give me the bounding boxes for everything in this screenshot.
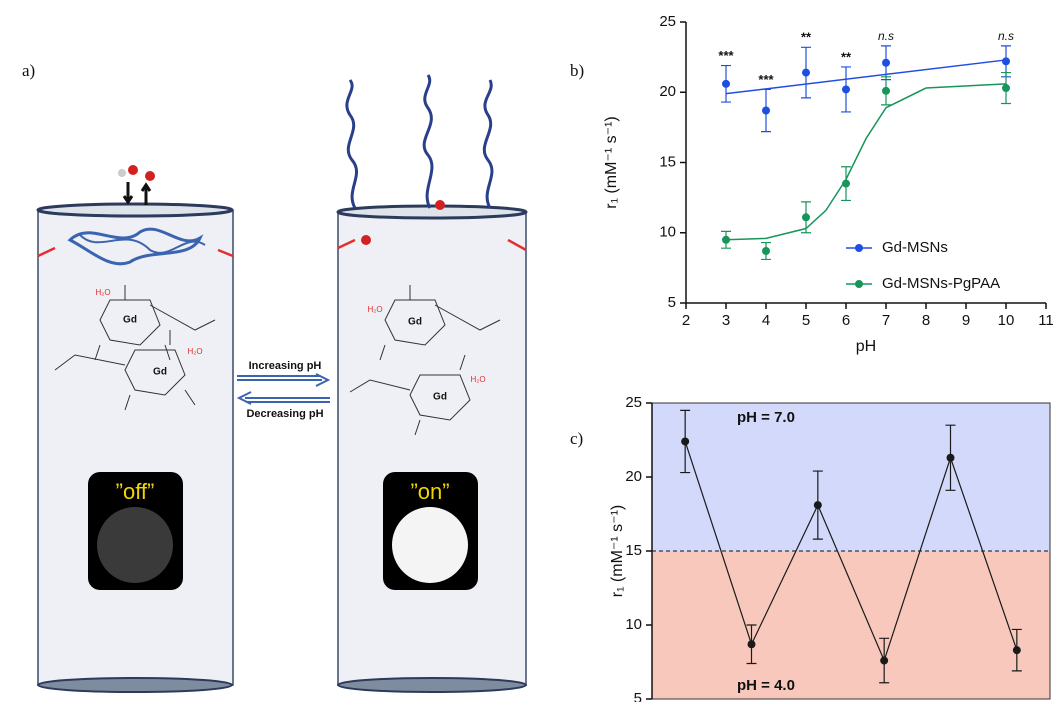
point <box>762 107 770 115</box>
significance-label: ** <box>801 30 812 45</box>
y-tick-label: 10 <box>625 616 642 633</box>
point <box>1002 57 1010 65</box>
legend-swatch <box>855 244 863 252</box>
cylinder-bottom <box>338 678 526 692</box>
x-tick-label: 6 <box>842 312 850 329</box>
x-tick-label: 11 <box>1038 312 1054 329</box>
legend-swatch <box>855 280 863 288</box>
polymer-extended <box>424 75 432 208</box>
y-tick-label: 20 <box>659 83 676 100</box>
point <box>880 657 888 665</box>
exchange-arrows <box>124 182 150 205</box>
point <box>681 437 689 445</box>
cylinder-top <box>338 206 526 218</box>
point <box>842 85 850 93</box>
x-tick-label: 4 <box>762 312 770 329</box>
y-tick-label: 10 <box>659 224 676 241</box>
band <box>652 403 1050 551</box>
x-tick-label: 8 <box>922 312 930 329</box>
band-label: pH = 4.0 <box>737 677 795 694</box>
mri-state: ”off” <box>116 479 155 504</box>
gd-label: Gd <box>123 315 137 326</box>
gd-label: Gd <box>408 317 422 328</box>
cylinder-bottom <box>38 678 232 692</box>
point <box>947 454 955 462</box>
cylinder <box>38 210 233 685</box>
x-tick-label: 2 <box>682 312 690 329</box>
point <box>762 247 770 255</box>
y-axis-label: r₁ (mM⁻¹ s⁻¹) <box>603 116 620 208</box>
water-molecule <box>128 165 138 175</box>
legend-label: Gd-MSNs-PgPAA <box>882 275 1000 292</box>
cylinder <box>338 212 526 685</box>
x-tick-label: 5 <box>802 312 810 329</box>
x-tick-label: 10 <box>998 312 1015 329</box>
y-tick-label: 15 <box>625 542 642 559</box>
y-tick-label: 15 <box>659 153 676 170</box>
significance-label: *** <box>758 72 774 87</box>
panel-label: c) <box>570 429 583 448</box>
x-tick-label: 7 <box>882 312 890 329</box>
mri-phantom <box>97 507 173 583</box>
y-tick-label: 25 <box>625 394 642 411</box>
y-tick-label: 5 <box>668 294 676 311</box>
water-molecule <box>361 235 371 245</box>
significance-label: *** <box>718 48 734 63</box>
water-molecule <box>118 169 126 177</box>
increase-arrow <box>237 374 328 386</box>
panel-label: b) <box>570 61 584 80</box>
point <box>882 87 890 95</box>
mri-phantom <box>392 507 468 583</box>
panel-label: a) <box>22 61 35 80</box>
water-label: H₂O <box>187 347 202 356</box>
point <box>802 213 810 221</box>
water-molecule <box>435 200 445 210</box>
polymer-extended <box>484 80 492 208</box>
point <box>814 501 822 509</box>
mri-state: ”on” <box>410 479 449 504</box>
point <box>1013 646 1021 654</box>
significance-label: n.s <box>998 29 1014 43</box>
figure: a) Gd Gd H₂O H₂O ”off” Increasing pH Dec… <box>0 0 1055 702</box>
gd-label: Gd <box>153 367 167 378</box>
water-molecule <box>145 171 155 181</box>
water-label: H₂O <box>367 305 382 314</box>
legend-label: Gd-MSNs <box>882 239 948 256</box>
arrow-label: Decreasing pH <box>246 408 323 420</box>
point <box>882 59 890 67</box>
cylinder-top <box>38 204 232 216</box>
water-label: H₂O <box>470 375 485 384</box>
y-tick-label: 5 <box>634 690 642 702</box>
point <box>722 80 730 88</box>
decrease-arrow <box>239 392 330 404</box>
water-label: H₂O <box>95 288 110 297</box>
y-axis-label: r₁ (mM⁻¹ s⁻¹) <box>609 505 626 597</box>
significance-label: ** <box>841 49 852 64</box>
band-label: pH = 7.0 <box>737 409 795 426</box>
x-tick-label: 9 <box>962 312 970 329</box>
point <box>802 69 810 77</box>
arrow-label: Increasing pH <box>249 360 322 372</box>
x-axis-label: pH <box>856 338 876 355</box>
polymer-extended <box>347 80 357 208</box>
point <box>1002 84 1010 92</box>
significance-label: n.s <box>878 29 894 43</box>
gd-label: Gd <box>433 392 447 403</box>
x-tick-label: 3 <box>722 312 730 329</box>
point <box>842 180 850 188</box>
panel-a: a) Gd Gd H₂O H₂O ”off” Increasing pH Dec… <box>22 61 526 692</box>
point <box>722 236 730 244</box>
y-tick-label: 20 <box>625 468 642 485</box>
point <box>748 640 756 648</box>
y-tick-label: 25 <box>659 13 676 30</box>
